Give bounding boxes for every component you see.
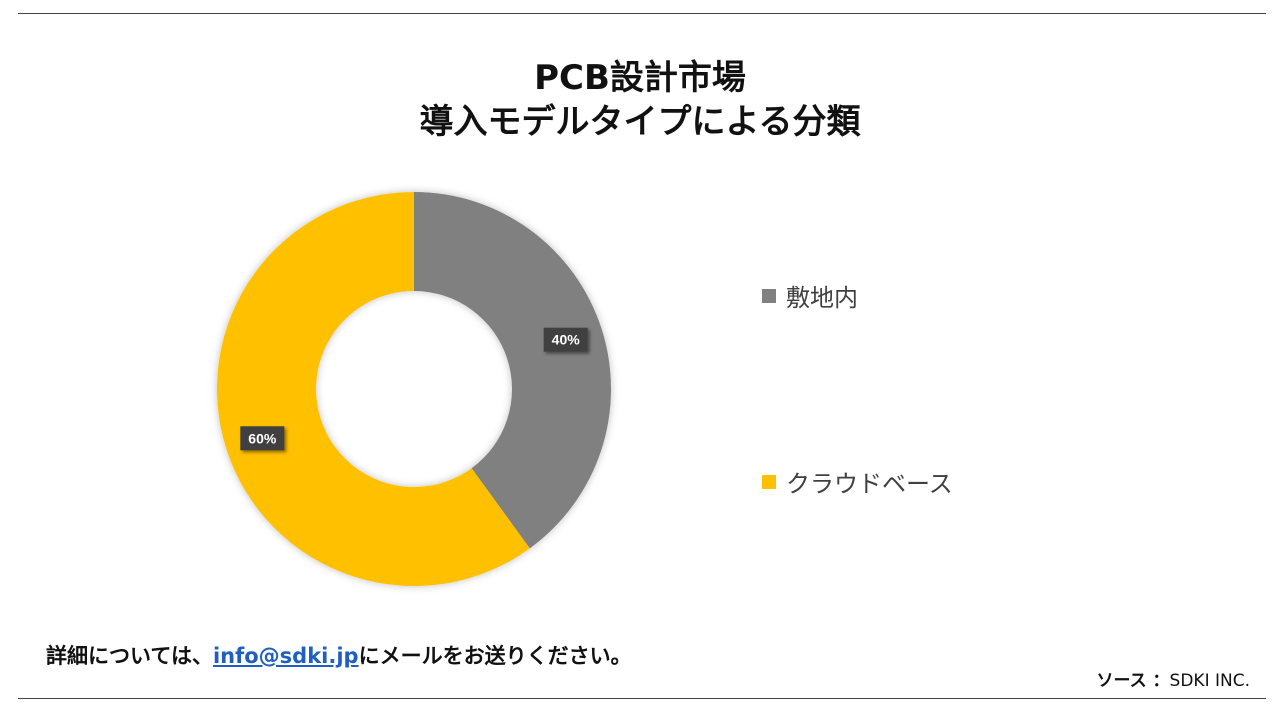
data-label-text-cloud: 60%: [248, 430, 277, 446]
contact-note-prefix: 詳細については、: [46, 644, 213, 668]
email-link[interactable]: info@sdki.jp: [212, 644, 359, 668]
data-label-box-on-premise: [543, 327, 588, 352]
source-label: ソース ：: [1096, 671, 1170, 691]
legend-item-cloud: クラウドベース: [762, 464, 953, 499]
chart-title: PCB設計市場 導入モデルタイプによる分類: [0, 56, 1280, 144]
legend-label-on-premise: 敷地内: [786, 284, 858, 312]
data-label-on-premise: 40%: [543, 327, 588, 352]
donut-slice-cloud: [216, 192, 530, 586]
bottom-rule: [18, 698, 1266, 699]
data-label-box-cloud: [240, 426, 285, 451]
donut-chart: 40% 60%: [216, 192, 611, 586]
data-label-text-on-premise: 40%: [552, 332, 581, 348]
data-label-cloud: 60%: [240, 426, 285, 451]
legend-label-cloud: クラウドベース: [786, 470, 953, 498]
legend-item-on-premise: 敷地内: [762, 278, 858, 313]
donut-slice-on-premise: [414, 192, 611, 549]
top-rule: [18, 13, 1266, 14]
title-line-1: PCB設計市場: [534, 58, 746, 98]
source-credit: ソース ：SDKI INC.: [1096, 666, 1250, 691]
source-value: SDKI INC.: [1169, 671, 1250, 691]
contact-note-suffix: にメールをお送りください。: [358, 644, 632, 668]
title-line-2: 導入モデルタイプによる分類: [419, 102, 861, 142]
legend-swatch-cloud: [762, 474, 776, 489]
legend-swatch-on-premise: [762, 288, 776, 303]
contact-note: 詳細については、info@sdki.jpにメールをお送りください。: [46, 640, 632, 670]
